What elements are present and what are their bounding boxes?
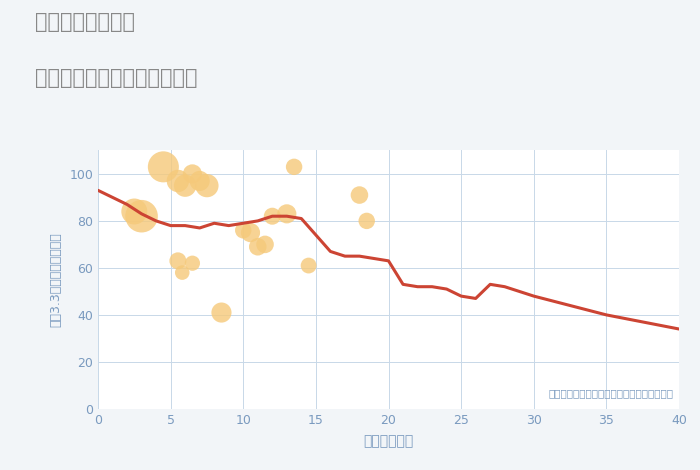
Point <box>194 177 205 185</box>
Point <box>260 241 271 248</box>
Text: 築年数別中古マンション価格: 築年数別中古マンション価格 <box>35 68 197 88</box>
Point <box>136 212 147 220</box>
Point <box>303 262 314 269</box>
Text: 三重県伊勢市宮川: 三重県伊勢市宮川 <box>35 12 135 32</box>
Point <box>237 227 249 234</box>
Point <box>288 163 300 171</box>
Point <box>252 243 263 251</box>
Text: 円の大きさは、取引のあった物件面積を示す: 円の大きさは、取引のあった物件面積を示す <box>548 389 673 399</box>
Point <box>176 269 188 276</box>
Point <box>129 208 140 215</box>
Point <box>281 210 293 218</box>
Y-axis label: 坪（3.3㎡）単価（万円）: 坪（3.3㎡）単価（万円） <box>49 232 62 327</box>
Point <box>245 229 256 236</box>
Point <box>172 257 183 265</box>
Point <box>354 191 365 199</box>
Point <box>202 182 213 189</box>
Point <box>158 163 169 171</box>
X-axis label: 築年数（年）: 築年数（年） <box>363 434 414 448</box>
Point <box>361 217 372 225</box>
Point <box>172 177 183 185</box>
Point <box>187 259 198 267</box>
Point <box>216 309 227 316</box>
Point <box>180 182 191 189</box>
Point <box>187 170 198 178</box>
Point <box>267 212 278 220</box>
